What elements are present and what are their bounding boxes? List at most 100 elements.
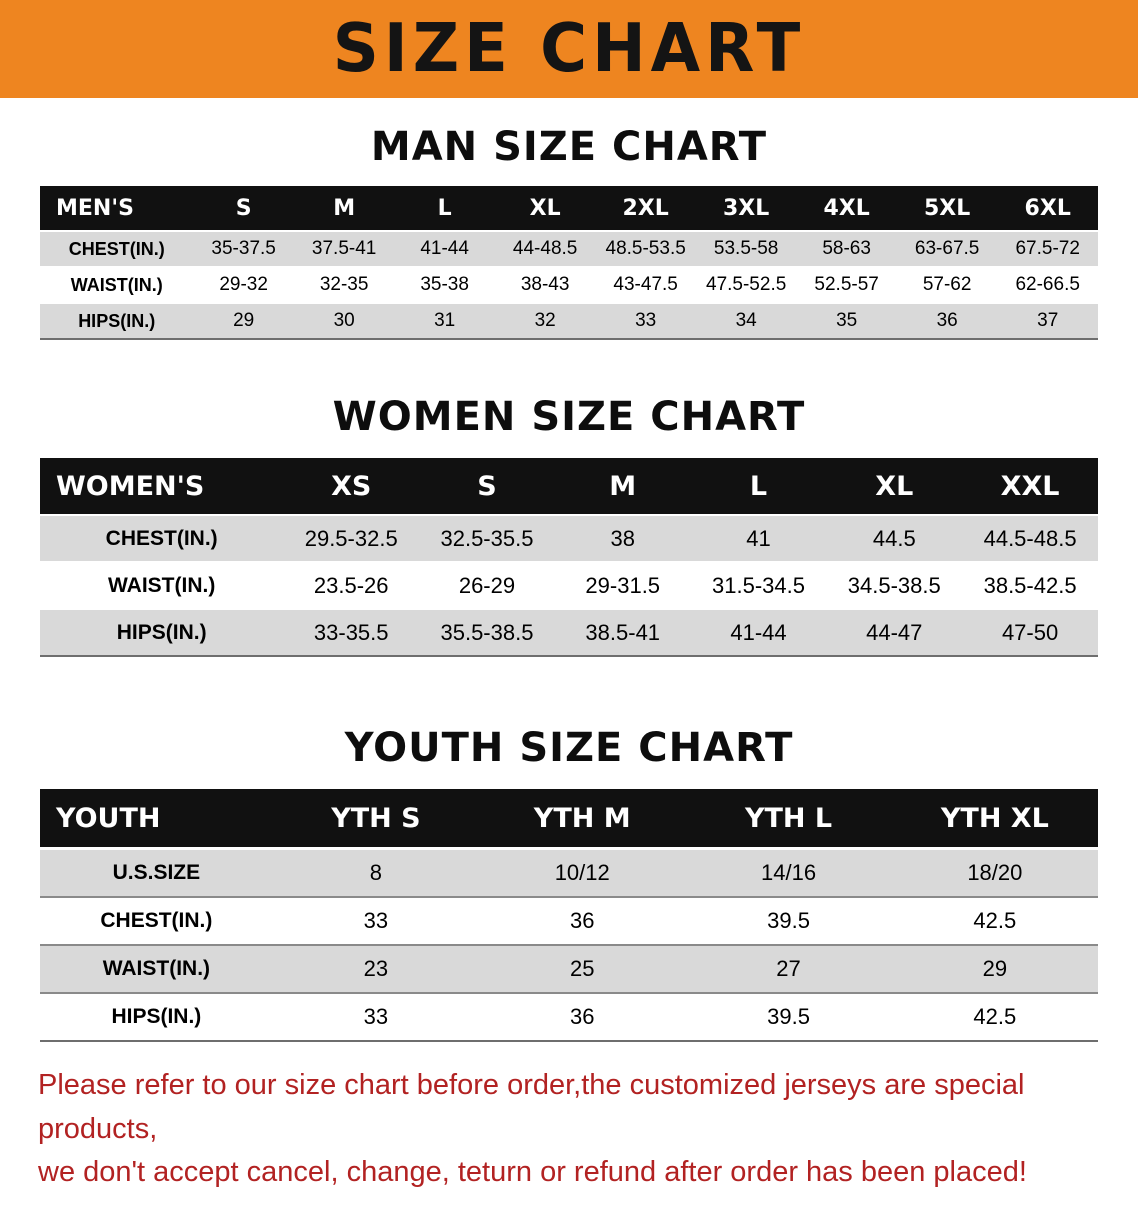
youth-size-table: YOUTH YTH S YTH M YTH L YTH XL U.S.SIZE 8 10/12… xyxy=(40,789,1098,1042)
size-value: 47-50 xyxy=(1001,619,1059,645)
size-value: 41-44 xyxy=(420,238,469,259)
size-column-header: YTH L xyxy=(685,789,892,849)
size-value: 23 xyxy=(363,956,389,981)
size-value: 29.5-32.5 xyxy=(304,525,398,551)
table-row: U.S.SIZE 8 10/12 14/16 18/20 xyxy=(40,848,1098,897)
size-value: 63-67.5 xyxy=(914,238,980,259)
size-column-header: S xyxy=(193,186,294,231)
size-value: 44.5-48.5 xyxy=(983,525,1077,551)
size-value: 38.5-41 xyxy=(585,619,661,645)
table-row: HIPS(IN.) 29 30 31 32 33 34 35 36 37 xyxy=(40,303,1098,339)
size-value: 26-29 xyxy=(458,572,516,598)
table-row: WAIST(IN.) 23.5-26 26-29 29-31.5 31.5-34.5 34… xyxy=(40,562,1098,609)
size-column-header: M xyxy=(554,458,691,515)
size-value: 38.5-42.5 xyxy=(983,572,1077,598)
size-value: 53.5-58 xyxy=(713,238,779,259)
row-label: CHEST(IN.) xyxy=(105,526,218,550)
size-value: 43-47.5 xyxy=(613,274,678,295)
size-column-header: YTH M xyxy=(479,789,686,849)
size-column-header: L xyxy=(690,458,827,515)
size-value: 33-35.5 xyxy=(313,619,389,645)
page-title: SIZE CHART xyxy=(332,10,806,88)
section-heading-youth: YOUTH SIZE CHART xyxy=(344,725,794,771)
size-value: 42.5 xyxy=(973,908,1017,933)
size-value: 44-47 xyxy=(866,619,923,645)
charts: MAN SIZE CHART MEN'S S M L XL 2XL 3XL 4XL 5XL 6XL C… xyxy=(0,98,1138,1042)
size-value: 35-37.5 xyxy=(211,238,276,259)
size-value: 38 xyxy=(610,525,635,551)
size-value: 27 xyxy=(776,956,801,981)
size-value: 35.5-38.5 xyxy=(440,619,534,645)
size-value: 36 xyxy=(936,310,958,331)
row-label: WAIST(IN.) xyxy=(108,573,216,597)
table-title-cell: YOUTH xyxy=(40,789,273,849)
section-heading-women: WOMEN SIZE CHART xyxy=(332,394,806,440)
size-value: 62-66.5 xyxy=(1015,274,1080,295)
size-column-header: XL xyxy=(826,458,963,515)
size-value: 25 xyxy=(569,956,595,981)
table-row: HIPS(IN.) 33 36 39.5 42.5 xyxy=(40,993,1098,1041)
size-column-header: YTH XL xyxy=(891,789,1098,849)
size-value: 58-63 xyxy=(822,238,871,259)
row-label: HIPS(IN.) xyxy=(78,310,156,331)
size-column-header: XL xyxy=(494,186,596,231)
size-column-header: XS xyxy=(283,458,420,515)
section-youth-size-chart: YOUTH SIZE CHART YOUTH YTH S YTH M YTH L YTH … xyxy=(0,657,1138,1042)
size-value: 37.5-41 xyxy=(311,238,377,259)
size-value: 42.5 xyxy=(973,1004,1017,1029)
size-value: 52.5-57 xyxy=(814,274,879,295)
size-value: 33 xyxy=(363,908,389,933)
size-column-header: YTH S xyxy=(272,789,480,849)
size-column-header: 5XL xyxy=(896,186,998,231)
size-value: 29-32 xyxy=(219,274,268,295)
table-row: CHEST(IN.) 35-37.5 37.5-41 41-44 44-48.5 48.5… xyxy=(40,231,1098,267)
header-row: MEN'S S M L XL 2XL 3XL 4XL 5XL 6XL xyxy=(40,186,1098,231)
banner: SIZE CHART xyxy=(0,0,1138,98)
section-women-size-chart: WOMEN SIZE CHART WOMEN'S XS S M L XL XXL CHEST(I… xyxy=(0,340,1138,657)
size-value: 44.5 xyxy=(872,525,916,551)
size-column-header: L xyxy=(394,186,495,231)
size-value: 38-43 xyxy=(520,274,570,295)
size-value: 32-35 xyxy=(319,274,369,295)
size-value: 35-38 xyxy=(420,274,469,295)
size-value: 31.5-34.5 xyxy=(712,572,805,598)
disclaimer: Please refer to our size chart before or… xyxy=(0,1042,1138,1209)
size-value: 29-31.5 xyxy=(585,572,661,598)
size-value: 8 xyxy=(369,860,383,885)
size-value: 32.5-35.5 xyxy=(440,525,534,551)
size-column-header: S xyxy=(419,458,555,515)
row-label: HIPS(IN.) xyxy=(116,620,207,644)
header-row: YOUTH YTH S YTH M YTH L YTH XL xyxy=(40,789,1098,849)
size-value: 29 xyxy=(982,956,1008,981)
table-row: CHEST(IN.) 29.5-32.5 32.5-35.5 38 41 44.5 44.5… xyxy=(40,515,1098,562)
size-value: 31 xyxy=(434,310,456,331)
section-men-size-chart: MAN SIZE CHART MEN'S S M L XL 2XL 3XL 4XL 5XL 6XL C… xyxy=(0,98,1138,340)
row-label: U.S.SIZE xyxy=(112,861,201,884)
size-column-header: 2XL xyxy=(595,186,696,231)
size-value: 32 xyxy=(534,310,556,331)
size-value: 18/20 xyxy=(967,860,1023,885)
row-label: CHEST(IN.) xyxy=(68,238,165,259)
size-value: 36 xyxy=(569,908,595,933)
size-value: 33 xyxy=(635,310,657,331)
size-value: 48.5-53.5 xyxy=(605,238,686,259)
row-label: HIPS(IN.) xyxy=(111,1005,202,1028)
size-value: 14/16 xyxy=(761,860,817,885)
disclaimer-line-2: we don't accept cancel, change, teturn o… xyxy=(38,1156,1027,1188)
size-value: 35 xyxy=(836,310,858,331)
table-row: WAIST(IN.) 29-32 32-35 35-38 38-43 43-47.5 47.… xyxy=(40,267,1098,303)
table-row: WAIST(IN.) 23 25 27 29 xyxy=(40,945,1098,993)
size-value: 41-44 xyxy=(730,619,787,645)
size-value: 47.5-52.5 xyxy=(706,274,787,295)
table-title-cell: WOMEN'S xyxy=(40,458,284,515)
size-value: 39.5 xyxy=(767,1004,810,1029)
size-value: 34.5-38.5 xyxy=(847,572,941,598)
table-row: HIPS(IN.) 33-35.5 35.5-38.5 38.5-41 41-44 44-… xyxy=(40,609,1098,656)
row-label: WAIST(IN.) xyxy=(70,274,163,295)
disclaimer-line-1: Please refer to our size chart before or… xyxy=(38,1069,1025,1145)
size-value: 34 xyxy=(735,310,757,331)
table-row: CHEST(IN.) 33 36 39.5 42.5 xyxy=(40,897,1098,945)
size-value: 44-48.5 xyxy=(512,238,578,259)
table-title-cell: MEN'S xyxy=(40,186,194,231)
section-heading-men: MAN SIZE CHART xyxy=(370,124,768,170)
